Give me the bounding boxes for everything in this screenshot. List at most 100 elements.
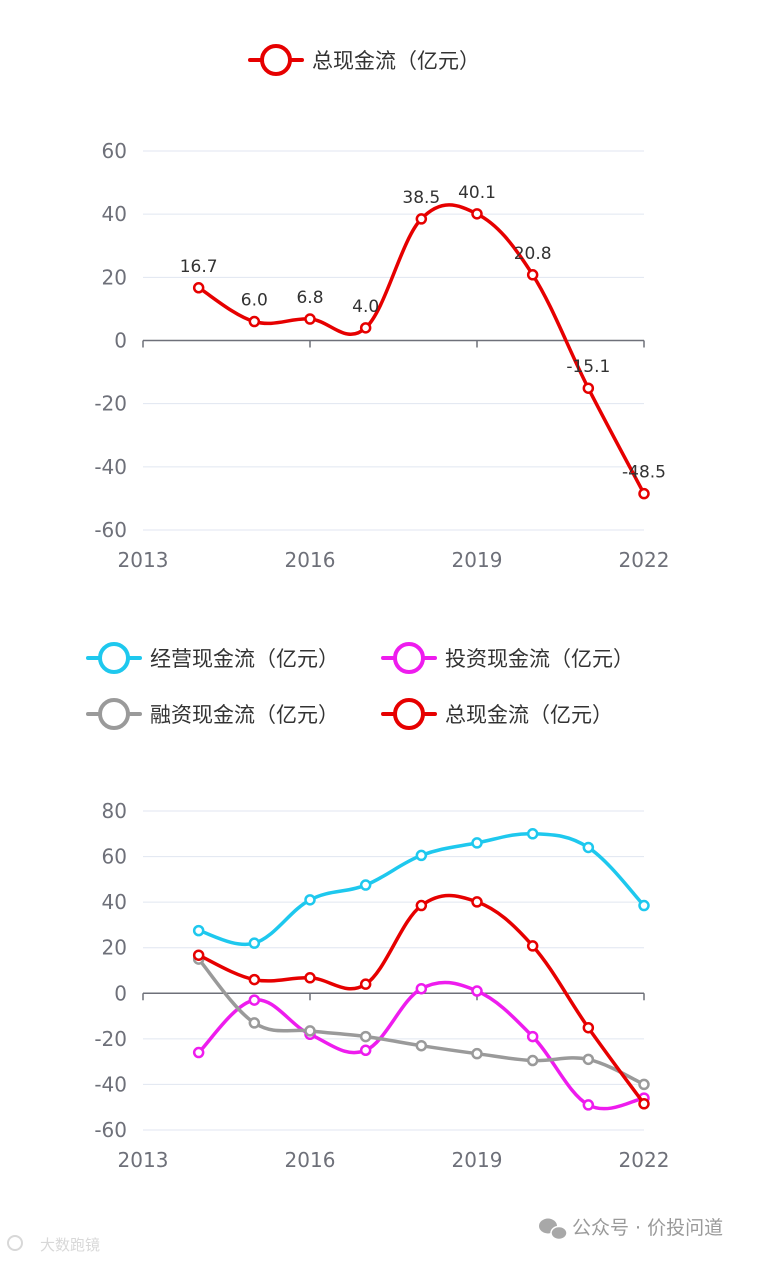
y-axis: 60 40 20 0 -20 -40 -60 (94, 139, 644, 542)
legend-item-series-3: 总现金流（亿元） (381, 698, 613, 730)
data-point (304, 1025, 316, 1037)
watermark-left: 大数跑镜 (7, 1235, 100, 1254)
data-label: -15.1 (566, 357, 610, 377)
data-point (526, 828, 539, 840)
y-tick-label: -20 (94, 392, 127, 416)
data-point (248, 937, 261, 949)
data-point (526, 940, 539, 952)
legend-item-series-2: 融资现金流（亿元） (86, 698, 339, 730)
data-point (192, 1046, 205, 1059)
y-tick-label: 20 (102, 936, 127, 960)
data-point (359, 879, 372, 891)
series-2 (192, 953, 650, 1091)
y-tick-label: 60 (102, 139, 127, 163)
data-point (415, 899, 428, 912)
data-label: 16.7 (180, 257, 218, 277)
series-3 (192, 893, 650, 1110)
data-point (359, 322, 372, 334)
data-point (304, 972, 316, 984)
data-label: 6.0 (241, 291, 268, 311)
data-point (471, 837, 483, 849)
data-point (359, 1044, 372, 1056)
series-line (196, 203, 646, 496)
data-point (471, 985, 483, 997)
data-point (638, 1098, 650, 1110)
data-point (638, 487, 650, 500)
legend-marker-icon (393, 642, 425, 674)
watermark-right: 公众号 · 价投问道 (539, 1217, 723, 1241)
legend-marker-icon (393, 698, 425, 730)
x-tick-label: 2016 (285, 1148, 336, 1172)
series-line (196, 957, 646, 1087)
legend: 经营现金流（亿元） 投资现金流（亿元） 融资现金流（亿元） 总现金流（亿元） (86, 642, 634, 730)
legend-label: 总现金流（亿元） (312, 49, 480, 73)
data-point (248, 315, 261, 328)
x-axis: 2013 2016 2019 2022 (118, 339, 670, 572)
x-tick-label: 2016 (285, 548, 336, 572)
data-point (471, 208, 483, 220)
y-tick-label: -60 (94, 1118, 127, 1142)
data-point (304, 313, 316, 325)
y-tick-label: 0 (114, 981, 127, 1005)
legend: 总现金流（亿元） (248, 44, 480, 76)
x-tick-label: 2022 (619, 1148, 670, 1172)
legend-label: 总现金流（亿元） (445, 703, 613, 727)
data-point (248, 973, 261, 986)
data-point (471, 1047, 483, 1060)
data-point (471, 896, 483, 908)
series-0 (192, 828, 650, 949)
data-point (638, 1078, 650, 1091)
y-tick-label: 40 (102, 202, 127, 226)
legend-item-series-1: 投资现金流（亿元） (381, 642, 634, 674)
x-tick-label: 2013 (118, 1148, 169, 1172)
series-0: 16.7 6.0 6.8 4.0 38.5 40.1 20.8 -15.1 -48.5 (180, 183, 666, 500)
y-tick-label: 20 (102, 265, 127, 289)
data-point (582, 1053, 595, 1066)
y-tick-label: 80 (102, 799, 127, 823)
y-tick-label: -40 (94, 455, 127, 479)
data-point (359, 978, 372, 990)
data-label: -48.5 (622, 463, 666, 483)
watermark-left-text: 大数跑镜 (40, 1236, 100, 1254)
data-point (526, 269, 539, 281)
data-point (304, 894, 316, 906)
data-point (582, 841, 595, 854)
data-point (192, 282, 205, 294)
x-tick-label: 2019 (452, 1148, 503, 1172)
y-tick-label: -20 (94, 1027, 127, 1051)
legend-label: 经营现金流（亿元） (150, 647, 339, 671)
data-point (526, 1054, 539, 1067)
data-label: 20.8 (514, 244, 552, 264)
wechat-icon (539, 1218, 568, 1241)
watermark-right-text: 公众号 · 价投问道 (572, 1217, 723, 1239)
data-label: 38.5 (402, 188, 440, 208)
data-point (415, 982, 428, 995)
y-tick-label: 60 (102, 845, 127, 869)
legend-label: 投资现金流（亿元） (445, 647, 634, 671)
cashflow-breakdown-chart: 经营现金流（亿元） 投资现金流（亿元） 融资现金流（亿元） 总现金流（亿元） 80 60 4… (86, 642, 670, 1172)
data-point (415, 1039, 428, 1052)
data-label: 4.0 (352, 297, 379, 317)
data-point (248, 1017, 261, 1029)
data-point (415, 849, 428, 862)
data-point (359, 1030, 372, 1043)
legend-label: 融资现金流（亿元） (150, 703, 339, 727)
data-point (192, 949, 205, 961)
y-tick-label: 0 (114, 329, 127, 353)
data-point (415, 213, 428, 225)
y-tick-label: -40 (94, 1072, 127, 1096)
data-point (526, 1030, 539, 1043)
x-tick-label: 2022 (619, 548, 670, 572)
y-tick-label: 40 (102, 890, 127, 914)
data-point (582, 1021, 595, 1034)
data-point (582, 382, 595, 394)
y-tick-label: -60 (94, 518, 127, 542)
data-point (248, 994, 261, 1006)
y-axis: 80 60 40 20 0 -20 -40 -60 (94, 799, 644, 1142)
legend-marker-icon (260, 44, 292, 76)
legend-marker-icon (98, 698, 130, 730)
legend-item-series-0: 总现金流（亿元） (248, 44, 480, 76)
data-label: 6.8 (296, 288, 323, 308)
legend-item-series-0: 经营现金流（亿元） (86, 642, 339, 674)
